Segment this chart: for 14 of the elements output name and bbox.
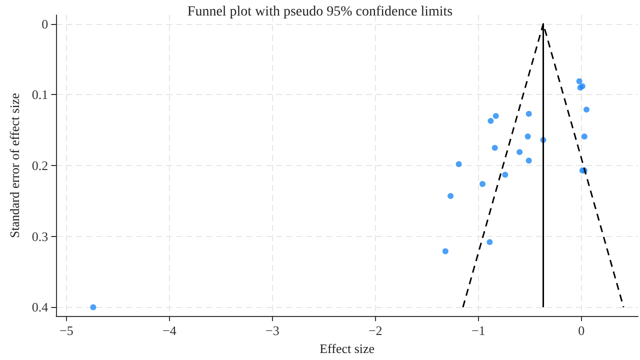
y-tick-label: 0.4	[32, 300, 49, 315]
x-axis-title: Effect size	[320, 341, 375, 356]
x-tick-label: −5	[60, 323, 74, 338]
y-tick-label: 0.3	[32, 228, 48, 244]
y-tick-label: 0.2	[32, 158, 48, 174]
x-tick-label: −3	[265, 323, 280, 338]
y-tick-label: 0.1	[32, 87, 48, 102]
chart-title: Funnel plot with pseudo 95% confidence limits	[187, 4, 453, 20]
x-tick-label: −1	[471, 323, 486, 338]
y-tick-label: 0	[42, 16, 48, 32]
x-tick-label: −2	[368, 323, 382, 338]
x-tick-label: 0	[578, 323, 585, 338]
y-axis-title: Standard error of effect size	[7, 92, 22, 238]
x-tick-label: −4	[162, 323, 177, 338]
